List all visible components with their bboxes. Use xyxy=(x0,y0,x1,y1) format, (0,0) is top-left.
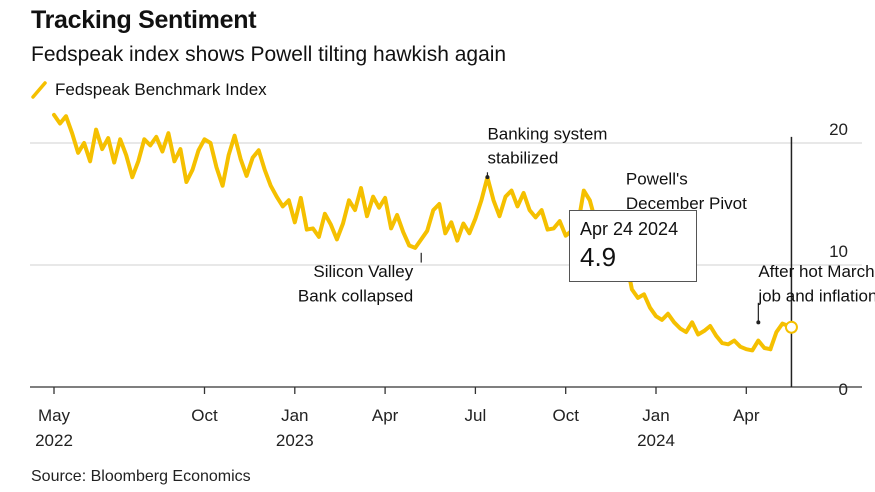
annotation-text-3: After hot March xyxy=(758,262,874,281)
x-tick-label-oct: Oct xyxy=(191,406,218,425)
legend-line-icon xyxy=(31,81,47,99)
series-line-0 xyxy=(52,112,773,353)
chart-subtitle: Fedspeak index shows Powell tilting hawk… xyxy=(31,43,507,66)
y-tick-label-20: 20 xyxy=(829,120,848,139)
hover-point-marker xyxy=(784,320,798,334)
tooltip-date: Apr 24 2024 xyxy=(580,219,679,239)
annotation-text2-0: Bank collapsed xyxy=(298,287,413,306)
x-tick-label-apr: Apr xyxy=(733,406,760,425)
annotation-text-1: Banking system xyxy=(487,124,607,143)
x-tick-label-jan: Jan xyxy=(642,406,669,425)
chart-title: Tracking Sentiment xyxy=(31,6,257,34)
x-tick-year-2024: 2024 xyxy=(637,431,675,450)
tooltip-value: 4.9 xyxy=(580,242,617,272)
x-tick-label-oct: Oct xyxy=(552,406,579,425)
x-tick-label-jul: Jul xyxy=(465,406,487,425)
x-tick-label-may: May xyxy=(38,406,71,425)
hover-tooltip: Apr 24 2024 4.9 xyxy=(569,210,697,282)
annotation-text2-1: stabilized xyxy=(487,149,558,168)
annotation-text-2: Powell's xyxy=(626,169,688,188)
x-tick-year-2022: 2022 xyxy=(35,431,73,450)
source-note: Source: Bloomberg Economics xyxy=(31,468,251,485)
annotation-dot-3 xyxy=(756,320,761,325)
annotation-text2-2: December Pivot xyxy=(626,194,747,213)
x-tick-label-jan: Jan xyxy=(281,406,308,425)
annotation-dot-1 xyxy=(485,175,490,180)
y-tick-label-10: 10 xyxy=(829,242,848,261)
y-tick-label-0: 0 xyxy=(839,380,848,399)
legend: Fedspeak Benchmark Index xyxy=(31,80,267,100)
annotation-text2-3: job and inflation xyxy=(757,287,875,306)
x-tick-year-2023: 2023 xyxy=(276,431,314,450)
x-tick-label-apr: Apr xyxy=(372,406,399,425)
annotation-text-0: Silicon Valley xyxy=(313,262,413,281)
legend-label: Fedspeak Benchmark Index xyxy=(55,80,267,99)
